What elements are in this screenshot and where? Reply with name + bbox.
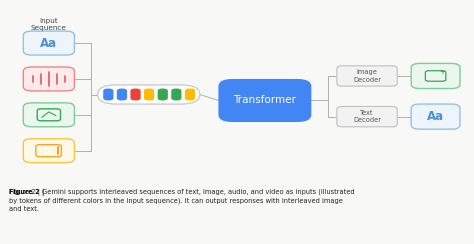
Text: Input
Sequence: Input Sequence (31, 18, 67, 31)
FancyBboxPatch shape (103, 89, 113, 101)
FancyBboxPatch shape (117, 89, 127, 101)
Text: Transformer: Transformer (233, 95, 296, 105)
FancyBboxPatch shape (219, 79, 311, 122)
Text: Text
Decoder: Text Decoder (353, 110, 381, 123)
Text: Figure 2 |: Figure 2 | (9, 189, 47, 196)
FancyBboxPatch shape (158, 89, 168, 101)
FancyBboxPatch shape (337, 66, 397, 86)
FancyBboxPatch shape (23, 67, 74, 91)
FancyBboxPatch shape (337, 106, 397, 127)
Text: Image
Decoder: Image Decoder (353, 69, 381, 83)
FancyBboxPatch shape (23, 139, 74, 163)
FancyBboxPatch shape (171, 89, 182, 101)
FancyBboxPatch shape (23, 31, 74, 55)
FancyBboxPatch shape (130, 89, 141, 101)
Text: Figure 2 | Gemini supports interleaved sequences of text, image, audio, and vide: Figure 2 | Gemini supports interleaved s… (9, 189, 355, 213)
FancyBboxPatch shape (411, 104, 460, 129)
FancyBboxPatch shape (411, 63, 460, 89)
FancyBboxPatch shape (23, 103, 74, 127)
FancyBboxPatch shape (144, 89, 154, 101)
FancyBboxPatch shape (98, 85, 200, 104)
Text: Aa: Aa (427, 110, 444, 123)
Text: Aa: Aa (40, 37, 57, 50)
Text: +: + (439, 69, 446, 75)
FancyBboxPatch shape (185, 89, 195, 101)
